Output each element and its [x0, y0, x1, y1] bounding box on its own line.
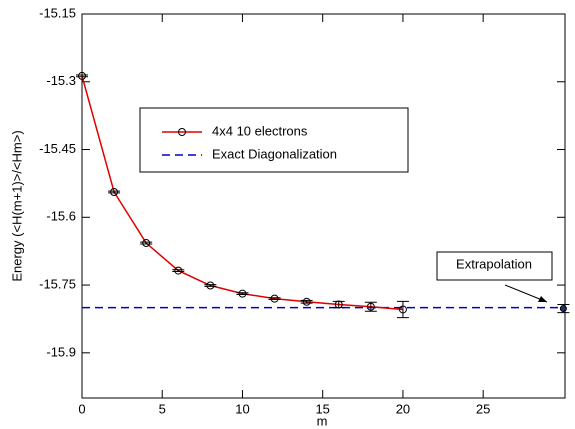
data-point — [174, 266, 183, 275]
error-bar — [76, 74, 88, 78]
y-tick-label: -15.15 — [39, 5, 76, 20]
x-tick-label: 20 — [396, 401, 410, 416]
error-bar — [108, 190, 121, 194]
data-point — [206, 281, 215, 290]
data-point — [78, 71, 86, 80]
error-bar — [236, 292, 249, 296]
y-tick-label: -15.45 — [39, 141, 76, 156]
y-tick-label: -15.6 — [46, 209, 76, 224]
error-bar — [172, 269, 185, 273]
data-point — [334, 300, 343, 309]
x-tick-label: 10 — [235, 401, 249, 416]
x-axis-label: m — [317, 413, 328, 428]
data-point — [238, 289, 247, 298]
data-point — [302, 297, 311, 306]
legend-marker — [178, 128, 186, 136]
x-tick-label: 0 — [78, 401, 85, 416]
data-point — [398, 305, 407, 314]
plot-frame — [81, 13, 566, 399]
x-tick-label: 25 — [476, 401, 490, 416]
annotation: Extrapolation — [456, 256, 532, 271]
x-tick-label: 15 — [315, 401, 329, 416]
data-point — [142, 239, 151, 248]
error-bar — [140, 241, 153, 245]
legend — [139, 107, 409, 173]
data-point — [366, 302, 375, 311]
error-bar — [396, 300, 409, 319]
y-tick-label: -15.75 — [39, 276, 76, 291]
error-bar — [268, 297, 281, 301]
y-axis-label: Energy (<H(m+1)>/<Hm>) — [9, 130, 24, 281]
legend-label: 4x4 10 electrons — [212, 123, 308, 138]
extrapolation-point — [559, 305, 567, 313]
legend-label: Exact Diagonalization — [212, 146, 337, 161]
data-point — [270, 294, 279, 303]
error-bar — [204, 284, 217, 287]
annotation-box — [436, 251, 553, 281]
arrow-head — [538, 296, 547, 302]
y-tick-label: -15.9 — [46, 344, 76, 359]
data-point — [110, 187, 119, 196]
error-bar — [300, 299, 313, 304]
y-tick-label: -15.3 — [46, 73, 76, 88]
x-tick-label: 5 — [159, 401, 166, 416]
